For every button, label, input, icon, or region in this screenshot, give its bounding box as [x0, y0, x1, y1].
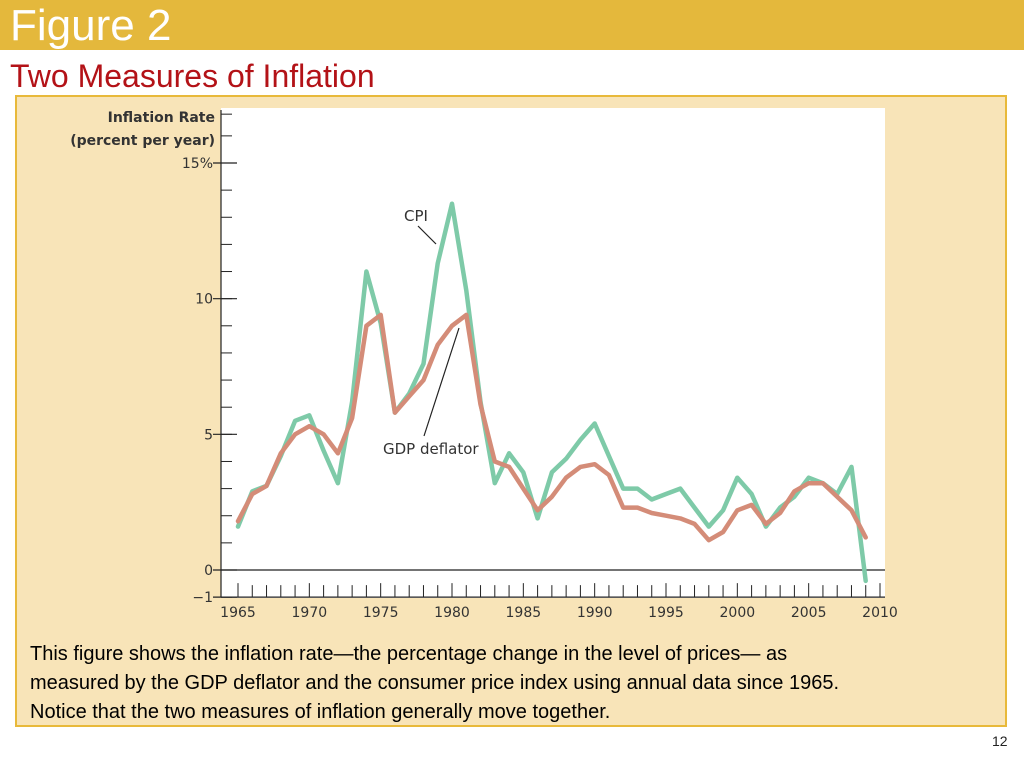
annotation-layer: CPI GDP deflator: [383, 207, 479, 458]
y-tick-label: 0: [204, 563, 213, 579]
series-layer: [235, 201, 868, 584]
x-tick-label: 1980: [434, 605, 470, 621]
x-tick-label: 1995: [648, 605, 684, 621]
cpi-annotation-label: CPI: [404, 207, 428, 225]
x-tick-label: 1975: [363, 605, 399, 621]
axes: 15% 10 5 0 −1 1965 1970 1975 1980 1985 1990 1995 200…: [182, 110, 898, 621]
y-tick-label: 5: [204, 427, 213, 443]
y-tick-label: 15%: [182, 156, 213, 172]
gdp-deflator-annotation-label: GDP deflator: [383, 440, 479, 458]
caption-line-1: This figure shows the inflation rate—the…: [30, 643, 788, 665]
inflation-chart: Inflation Rate (percent per year) 15% 10 5…: [70, 108, 898, 621]
x-tick-label: 1990: [577, 605, 613, 621]
y-axis-label-line1: Inflation Rate: [108, 110, 215, 126]
figure-caption: This figure shows the inflation rate—the…: [30, 640, 1015, 727]
x-tick-label: 1985: [506, 605, 542, 621]
x-tick-label: 1970: [292, 605, 328, 621]
title-bar: Figure 2: [0, 0, 1024, 50]
slide-title: Two Measures of Inflation: [10, 58, 375, 94]
caption-line-3: Notice that the two measures of inflatio…: [30, 701, 611, 723]
x-tick-label: 2005: [791, 605, 827, 621]
page-number: 12: [992, 733, 1008, 749]
plot-background: [221, 108, 885, 598]
gdp-deflator-series-line: [235, 312, 868, 543]
y-tick-label: −1: [192, 590, 213, 606]
x-tick-label: 2000: [720, 605, 756, 621]
y-axis-label-line2: (percent per year): [70, 133, 215, 149]
cpi-leader-line: [417, 225, 437, 245]
figure-label: Figure 2: [10, 1, 172, 50]
y-tick-label: 10: [195, 292, 213, 308]
caption-line-2: measured by the GDP deflator and the con…: [30, 672, 840, 694]
gdp-deflator-leader-line: [423, 327, 460, 437]
x-tick-label: 1965: [220, 605, 256, 621]
x-tick-label: 2010: [862, 605, 898, 621]
